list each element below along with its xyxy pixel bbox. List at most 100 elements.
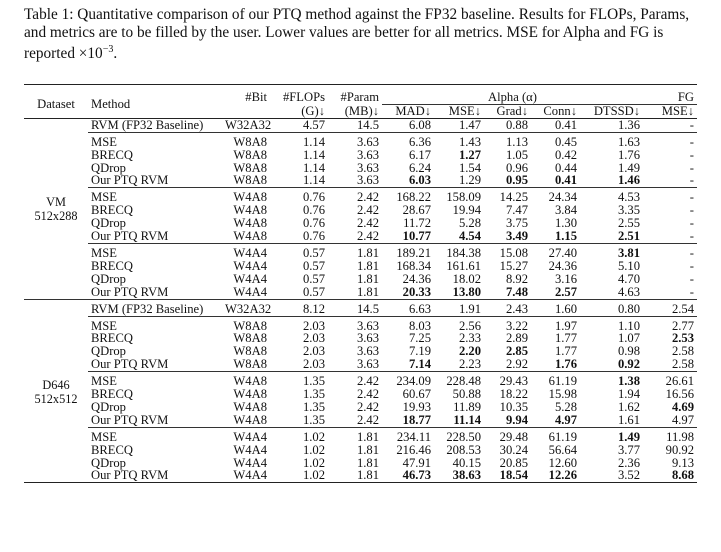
table-row: QDrop W8A8 2.03 3.63 7.19 2.20 2.85 1.77 0.98 2.5… — [24, 345, 697, 358]
mad-cell: 8.03 — [382, 315, 434, 333]
flops-cell: 1.14 — [302, 147, 325, 162]
grad-cell: 0.96 — [505, 160, 528, 175]
table-row: BRECQ W4A4 0.57 1.81 168.34 161.61 15.27 24.36 5… — [24, 258, 697, 273]
header-flops: #FLOPs — [283, 90, 325, 105]
flops-cell: 0.76 — [302, 203, 325, 218]
method-cell: BRECQ — [91, 331, 133, 346]
header-dtssd: DTSSD↓ — [593, 103, 640, 118]
method-cell: BRECQ — [91, 387, 133, 402]
conn-cell: 0.41 — [554, 173, 577, 188]
method-cell: QDrop — [91, 216, 126, 231]
fg-mse-cell: - — [643, 242, 697, 260]
params-cell: 1.81 — [356, 284, 379, 299]
mad-cell: 28.67 — [402, 203, 431, 218]
dtssd-cell: 4.53 — [580, 187, 643, 205]
grad-cell: 3.22 — [484, 315, 531, 333]
bit-cell: W32A32 — [225, 117, 272, 132]
mad-cell: 46.73 — [402, 468, 431, 483]
params-cell: 2.42 — [356, 216, 379, 231]
bit-cell: W4A4 — [233, 258, 267, 273]
table-row: Our PTQ RVM W4A8 1.35 2.42 18.77 11.14 9.94 4.9… — [24, 412, 697, 427]
table-row: BRECQ W4A8 0.76 2.42 28.67 19.94 7.47 3.84 3.35 - — [24, 204, 697, 217]
dtssd-cell: 1.10 — [580, 315, 643, 333]
table-row: QDrop W4A8 0.76 2.42 11.72 5.28 3.75 1.30 2.55 - — [24, 217, 697, 230]
grad-cell: 2.89 — [505, 331, 528, 346]
bit-cell: W4A8 — [233, 229, 267, 244]
flops-cell: 1.14 — [302, 160, 325, 175]
dtssd-cell: 5.10 — [617, 258, 640, 273]
params-cell: 3.63 — [356, 147, 379, 162]
mad-cell: 6.36 — [382, 131, 434, 149]
table-caption: Table 1: Quantitative comparison of our … — [24, 6, 704, 63]
flops-cell: 1.02 — [270, 426, 328, 444]
mse-cell: 40.15 — [452, 455, 481, 470]
mse-cell: 50.88 — [452, 387, 481, 402]
fg-mse-cell: 2.58 — [671, 357, 694, 372]
conn-cell: 5.28 — [554, 399, 577, 414]
flops-cell: 1.14 — [270, 131, 328, 149]
flops-cell: 1.35 — [270, 371, 328, 389]
dtssd-cell: 1.36 — [617, 117, 640, 132]
mad-cell: 6.17 — [408, 147, 431, 162]
mse-cell: 228.50 — [434, 426, 484, 444]
table-row: MSE W4A8 0.76 2.42 168.22 158.09 14.25 24.34 4.5… — [24, 187, 697, 205]
bit-cell: W4A4 — [233, 455, 267, 470]
conn-cell: 12.26 — [548, 468, 577, 483]
dtssd-cell: 2.51 — [617, 229, 640, 244]
table-row: Our PTQ RVM W4A4 0.57 1.81 20.33 13.80 7.48 2.5… — [24, 284, 697, 299]
table-row: BRECQ W4A8 1.35 2.42 60.67 50.88 18.22 15.98 1.9… — [24, 388, 697, 401]
conn-cell: 2.57 — [554, 284, 577, 299]
method-cell: MSE — [88, 371, 222, 389]
method-cell: RVM (FP32 Baseline) — [88, 298, 222, 316]
bit-cell: W4A8 — [233, 412, 267, 427]
params-cell: 3.63 — [356, 173, 379, 188]
mad-cell: 7.14 — [408, 357, 431, 372]
fg-mse-cell: 4.69 — [671, 399, 694, 414]
method-cell: BRECQ — [91, 258, 133, 273]
dtssd-cell: 1.49 — [617, 160, 640, 175]
mad-cell: 18.77 — [402, 412, 431, 427]
dtssd-cell: 1.62 — [617, 399, 640, 414]
flops-cell: 1.02 — [302, 455, 325, 470]
mse-cell: 161.61 — [446, 258, 481, 273]
params-cell: 3.63 — [328, 315, 382, 333]
dtssd-cell: 2.36 — [617, 455, 640, 470]
mse-cell: 158.09 — [434, 187, 484, 205]
mad-cell: 19.93 — [402, 399, 431, 414]
dtssd-cell: 3.52 — [617, 468, 640, 483]
bit-cell: W4A8 — [233, 216, 267, 231]
bit-cell: W4A4 — [233, 442, 267, 457]
method-cell: MSE — [88, 131, 222, 149]
fg-mse-cell: 16.56 — [665, 387, 694, 402]
grad-cell: 3.75 — [505, 216, 528, 231]
mad-cell: 234.11 — [382, 426, 434, 444]
dtssd-cell: 1.61 — [617, 412, 640, 427]
dtssd-cell: 1.38 — [580, 371, 643, 389]
grad-cell: 2.85 — [505, 344, 528, 359]
grad-cell: 7.48 — [505, 284, 528, 299]
dtssd-cell: 1.94 — [617, 387, 640, 402]
mse-cell: 18.02 — [452, 271, 481, 286]
bit-cell: W8A8 — [222, 131, 270, 149]
conn-cell: 3.84 — [554, 203, 577, 218]
table-header: Dataset Method #Bit #FLOPs #Param Alpha … — [24, 84, 697, 119]
table-row: Our PTQ RVM W4A4 1.02 1.81 46.73 38.63 18.54 12… — [24, 469, 697, 482]
mse-cell: 2.56 — [434, 315, 484, 333]
params-cell: 2.42 — [328, 371, 382, 389]
grad-cell: 18.22 — [499, 387, 528, 402]
grad-cell: 15.08 — [484, 242, 531, 260]
grad-cell: 7.47 — [505, 203, 528, 218]
fg-mse-cell: - — [689, 173, 694, 188]
method-cell: QDrop — [91, 344, 126, 359]
grad-cell: 1.13 — [484, 131, 531, 149]
conn-cell: 1.77 — [554, 331, 577, 346]
params-cell: 14.5 — [328, 298, 382, 316]
header-bit-unit — [222, 104, 270, 118]
table-row: QDrop W4A8 1.35 2.42 19.93 11.89 10.35 5.28 1.62… — [24, 401, 697, 414]
mad-cell: 11.72 — [403, 216, 431, 231]
dtssd-cell: 1.63 — [580, 131, 643, 149]
fg-mse-cell: 4.97 — [671, 412, 694, 427]
mse-cell: 5.28 — [458, 216, 481, 231]
fg-mse-cell: 2.77 — [643, 315, 697, 333]
mse-cell: 2.20 — [458, 344, 481, 359]
